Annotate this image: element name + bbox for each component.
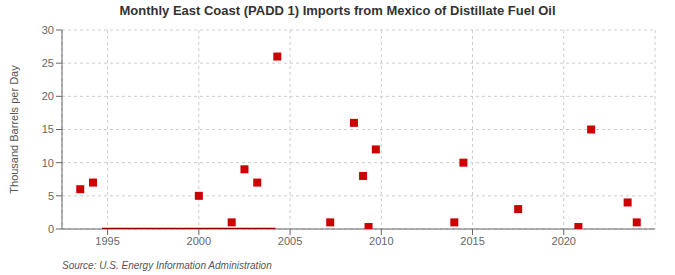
svg-text:25: 25 — [42, 57, 54, 69]
svg-text:30: 30 — [42, 24, 54, 36]
svg-text:0: 0 — [48, 223, 54, 235]
svg-text:2010: 2010 — [369, 235, 393, 247]
svg-text:5: 5 — [48, 190, 54, 202]
svg-text:1995: 1995 — [95, 235, 119, 247]
svg-text:20: 20 — [42, 90, 54, 102]
svg-text:2015: 2015 — [460, 235, 484, 247]
html-text:Monthly East Coast (PADD 1) Im: Monthly East Coast (PADD 1) Imports from… — [119, 3, 556, 18]
svg-text:2020: 2020 — [552, 235, 576, 247]
svg-text:2000: 2000 — [187, 235, 211, 247]
svg-text:Thousand Barrels per Day: Thousand Barrels per Day — [8, 65, 20, 194]
svg-text:10: 10 — [42, 157, 54, 169]
svg-text:2005: 2005 — [278, 235, 302, 247]
html-text:Source: U.S. Energy Informatio: Source: U.S. Energy Information Administ… — [62, 260, 272, 271]
svg-text:15: 15 — [42, 123, 54, 135]
